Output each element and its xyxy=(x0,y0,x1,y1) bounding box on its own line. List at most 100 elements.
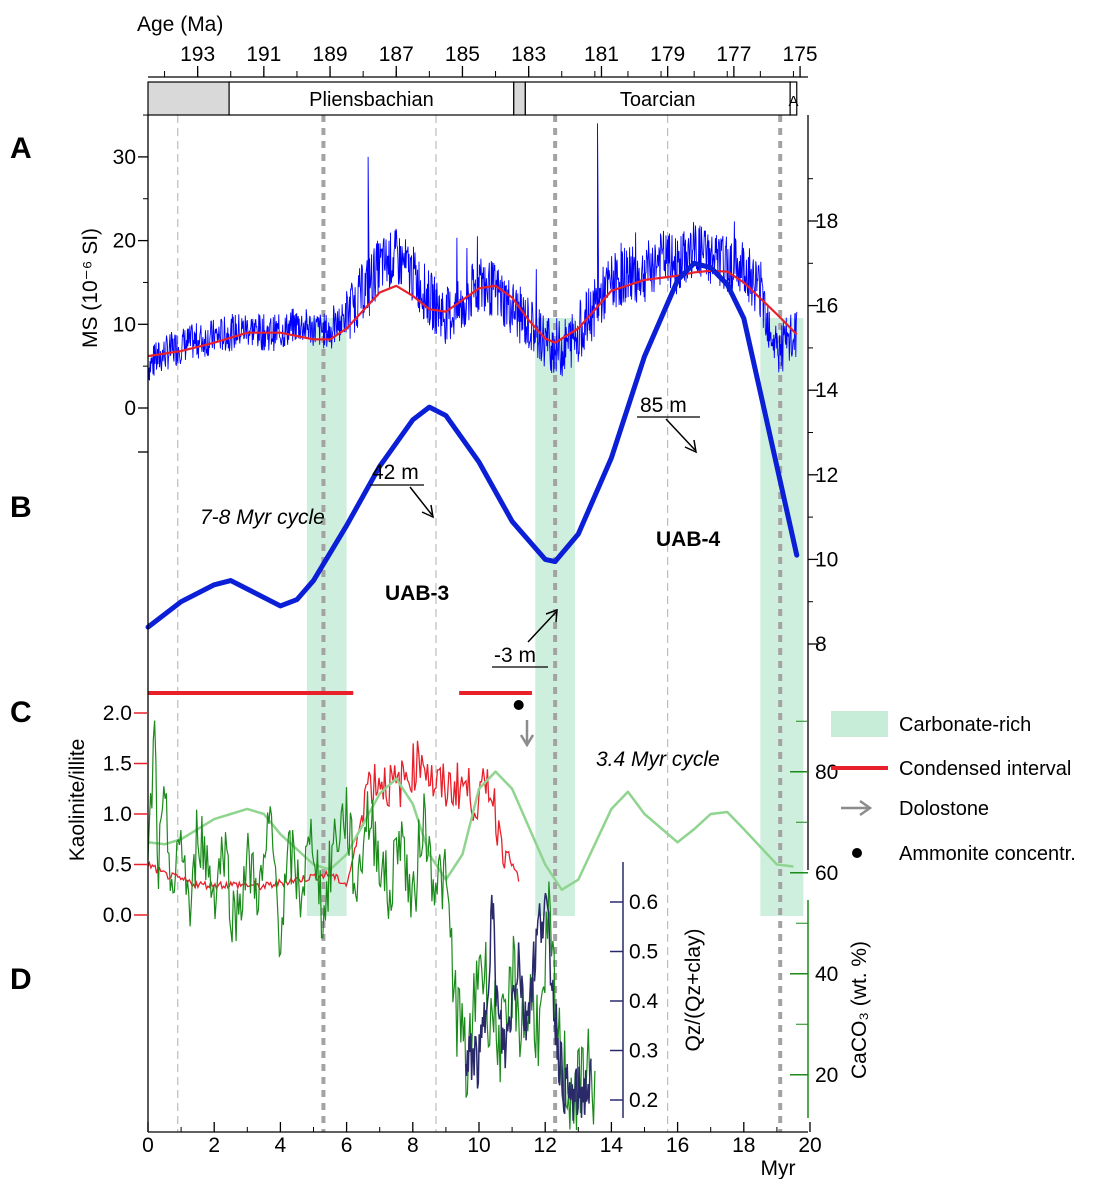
sea-level-curve xyxy=(145,260,800,630)
legend-label: Ammonite concentr. xyxy=(899,843,1076,865)
caco3-axis-label: CaCO₃ (wt. %) xyxy=(848,941,871,1079)
cycle-lines xyxy=(177,115,783,1132)
stage-label: Pliensbachian xyxy=(309,89,434,111)
legend-label: Condensed interval xyxy=(899,758,1071,780)
annotation-arrow xyxy=(527,611,557,643)
caco3-tick-label: 40 xyxy=(815,963,838,986)
panel-d xyxy=(147,720,596,1131)
qz-axis-label: Qz/(Qz+clay) xyxy=(682,928,705,1051)
ki-axis-label: Kaolinite/illite xyxy=(66,739,89,862)
dolostone-arrow-head xyxy=(519,734,535,748)
sea-level-tick-label: 8 xyxy=(815,633,827,656)
legend-swatch xyxy=(852,848,862,858)
ki-tick-label: 2.0 xyxy=(103,702,132,725)
age-tick-label: 191 xyxy=(246,43,281,66)
x-tick-label: 14 xyxy=(600,1134,624,1157)
ki-tick-label: 1.0 xyxy=(103,803,132,826)
annotation-arrowhead xyxy=(684,439,697,454)
panel-label: D xyxy=(10,963,32,996)
ms-tick-label: 30 xyxy=(113,146,136,169)
x-tick-label: 2 xyxy=(208,1134,220,1157)
legend-label: Dolostone xyxy=(899,798,989,820)
age-tick-label: 187 xyxy=(379,43,414,66)
age-tick-label: 181 xyxy=(584,43,619,66)
x-tick-label: 8 xyxy=(407,1134,419,1157)
ki-tick-label: 1.5 xyxy=(103,753,132,776)
qz-tick-label: 0.2 xyxy=(629,1089,658,1112)
legend-label: Carbonate-rich xyxy=(899,714,1031,736)
age-axis-label: Age (Ma) xyxy=(137,13,223,36)
sea-level-tick-label: 16 xyxy=(815,295,838,318)
panel-a xyxy=(147,123,798,381)
age-tick-label: 189 xyxy=(313,43,348,66)
annotation-arrow xyxy=(665,418,696,451)
labels: A B C D 7-8 Myr cycle UAB-3 UAB-4 42 m 85 m -3 m 3… xyxy=(10,132,720,996)
age-tick-label: 177 xyxy=(716,43,751,66)
age-tick-label: 193 xyxy=(180,43,215,66)
qz-tick-label: 0.5 xyxy=(629,941,658,964)
ms-axis-label: MS (10⁻⁶ SI) xyxy=(79,228,102,348)
x-tick-label: 4 xyxy=(275,1134,287,1157)
x-tick-label: 20 xyxy=(798,1134,821,1157)
legend: Carbonate-rich Condensed interval Doloston… xyxy=(831,711,1076,865)
sea-level-tick-label: 12 xyxy=(815,464,838,487)
age-tick-label: 185 xyxy=(445,43,480,66)
legend-swatch xyxy=(831,711,888,737)
ms-series xyxy=(147,123,798,381)
panel-b xyxy=(145,260,800,630)
legend-swatch-head xyxy=(859,799,873,817)
x-tick-label: 12 xyxy=(534,1134,557,1157)
sea-level-tick-label: 14 xyxy=(815,379,839,402)
qz-tick-label: 0.3 xyxy=(629,1040,658,1063)
x-tick-label: 10 xyxy=(467,1134,490,1157)
ms-tick-label: 20 xyxy=(113,230,136,253)
x-axis-label: Myr xyxy=(761,1157,796,1179)
qz-series xyxy=(465,892,593,1121)
x-tick-label: 6 xyxy=(341,1134,353,1157)
stage-box xyxy=(228,81,515,116)
stage-box xyxy=(789,81,798,116)
ms-tick-label: 10 xyxy=(113,313,136,336)
qz-tick-label: 0.6 xyxy=(629,891,658,914)
ms-tick-label: 0 xyxy=(124,397,136,420)
panel-label: C xyxy=(10,696,32,729)
stage-box xyxy=(524,81,791,116)
caco3-series xyxy=(147,720,596,1131)
panel-label: B xyxy=(10,491,32,524)
cycle-curve xyxy=(147,770,794,891)
sea-level-annotation: 42 m xyxy=(372,461,419,484)
panel-c xyxy=(147,691,794,891)
stage-label: Toarcian xyxy=(620,89,696,111)
age-tick-label: 179 xyxy=(650,43,685,66)
sea-level-tick-label: 18 xyxy=(815,210,838,233)
sea-level-annotation: -3 m xyxy=(494,644,536,667)
x-tick-label: 0 xyxy=(142,1134,154,1157)
uab3-label: UAB-3 xyxy=(385,582,449,605)
cycle-annotation: 7-8 Myr cycle xyxy=(200,506,325,529)
ki-tick-label: 0.5 xyxy=(103,854,132,877)
caco3-tick-label: 60 xyxy=(815,862,838,885)
uab4-label: UAB-4 xyxy=(656,528,720,551)
kaolinite-illite-series xyxy=(147,740,520,891)
cycle-annotation: 3.4 Myr cycle xyxy=(596,748,720,771)
annotation-arrowhead xyxy=(545,608,558,623)
sea-level-tick-label: 10 xyxy=(815,548,838,571)
ki-tick-label: 0.0 xyxy=(103,904,132,927)
caco3-tick-label: 20 xyxy=(815,1064,838,1087)
age-tick-label: 183 xyxy=(511,43,546,66)
ms-trend-line xyxy=(147,269,798,358)
sea-level-annotation: 85 m xyxy=(640,394,687,417)
carbonate-band xyxy=(306,318,347,916)
stage-box xyxy=(513,81,526,116)
age-tick-label: 175 xyxy=(783,43,818,66)
caco3-tick-label: 80 xyxy=(815,761,838,784)
stage-label: A xyxy=(788,93,798,110)
x-tick-label: 18 xyxy=(732,1134,755,1157)
panel-label: A xyxy=(10,132,32,165)
x-tick-label: 16 xyxy=(666,1134,689,1157)
stage-box xyxy=(147,81,230,116)
annotation-arrowhead xyxy=(421,504,434,519)
qz-tick-label: 0.4 xyxy=(629,990,659,1013)
